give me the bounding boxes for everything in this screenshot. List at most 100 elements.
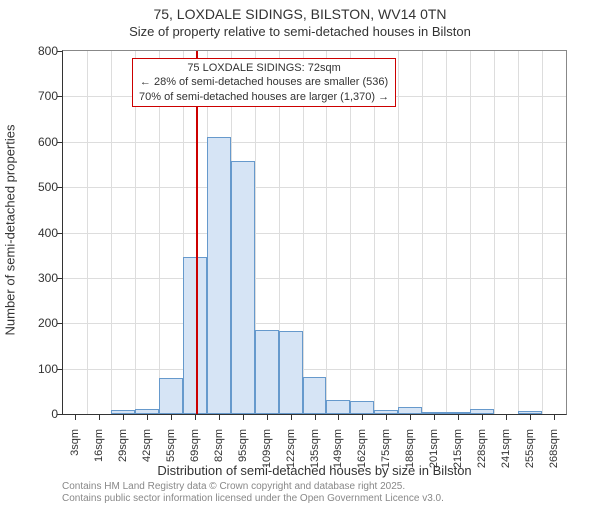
footer-line-2: Contains public sector information licen… bbox=[62, 493, 444, 505]
ytick-mark bbox=[57, 323, 62, 324]
title-line-1: 75, LOXDALE SIDINGS, BILSTON, WV14 0TN bbox=[0, 6, 600, 24]
histogram-bar bbox=[207, 137, 231, 414]
xtick-label: 201sqm bbox=[428, 429, 440, 469]
xtick-mark bbox=[458, 415, 459, 420]
y-axis-title: Number of semi-detached properties bbox=[3, 125, 18, 336]
xtick-mark bbox=[75, 415, 76, 420]
xtick-mark bbox=[267, 415, 268, 420]
xtick-mark bbox=[506, 415, 507, 420]
gridline-h bbox=[63, 323, 566, 324]
xtick-mark bbox=[338, 415, 339, 420]
gridline-h bbox=[63, 369, 566, 370]
xtick-label: 42sqm bbox=[141, 429, 153, 469]
histogram-bar bbox=[135, 409, 159, 414]
xtick-mark bbox=[410, 415, 411, 420]
histogram-bar bbox=[279, 331, 303, 414]
gridline-h bbox=[63, 233, 566, 234]
ytick-label: 800 bbox=[18, 44, 58, 58]
histogram-bar bbox=[518, 411, 542, 414]
xtick-mark bbox=[99, 415, 100, 420]
histogram-bar bbox=[303, 377, 327, 414]
xtick-mark bbox=[315, 415, 316, 420]
xtick-mark bbox=[386, 415, 387, 420]
xtick-label: 149sqm bbox=[332, 429, 344, 469]
gridline-v bbox=[111, 51, 112, 414]
footer-line-1: Contains HM Land Registry data © Crown c… bbox=[62, 481, 444, 493]
histogram-bar bbox=[422, 412, 446, 414]
gridline-v bbox=[446, 51, 447, 414]
ytick-label: 700 bbox=[18, 89, 58, 103]
xtick-label: 55sqm bbox=[165, 429, 177, 469]
gridline-h bbox=[63, 278, 566, 279]
ytick-mark bbox=[57, 278, 62, 279]
gridline-h bbox=[63, 142, 566, 143]
xtick-label: 215sqm bbox=[452, 429, 464, 469]
ytick-mark bbox=[57, 142, 62, 143]
xtick-label: 255sqm bbox=[524, 429, 536, 469]
xtick-label: 109sqm bbox=[261, 429, 273, 469]
xtick-label: 29sqm bbox=[117, 429, 129, 469]
gridline-v bbox=[398, 51, 399, 414]
xtick-mark bbox=[171, 415, 172, 420]
ytick-label: 200 bbox=[18, 316, 58, 330]
xtick-mark bbox=[291, 415, 292, 420]
gridline-v bbox=[494, 51, 495, 414]
xtick-mark bbox=[362, 415, 363, 420]
gridline-v bbox=[87, 51, 88, 414]
histogram-bar bbox=[159, 378, 183, 414]
xtick-mark bbox=[434, 415, 435, 420]
histogram-bar bbox=[398, 407, 422, 414]
ytick-label: 400 bbox=[18, 226, 58, 240]
xtick-mark bbox=[123, 415, 124, 420]
ytick-label: 500 bbox=[18, 180, 58, 194]
histogram-bar bbox=[326, 400, 350, 414]
histogram-bar bbox=[255, 330, 279, 414]
xtick-mark bbox=[147, 415, 148, 420]
xtick-label: 162sqm bbox=[356, 429, 368, 469]
chart-container: 75, LOXDALE SIDINGS, BILSTON, WV14 0TN S… bbox=[0, 0, 600, 500]
ytick-label: 600 bbox=[18, 135, 58, 149]
xtick-mark bbox=[219, 415, 220, 420]
callout-box: 75 LOXDALE SIDINGS: 72sqm ← 28% of semi-… bbox=[132, 58, 396, 107]
footer-credits: Contains HM Land Registry data © Crown c… bbox=[62, 481, 444, 505]
histogram-bar bbox=[350, 401, 374, 414]
gridline-v bbox=[518, 51, 519, 414]
ytick-mark bbox=[57, 51, 62, 52]
histogram-bar bbox=[446, 412, 470, 414]
title-block: 75, LOXDALE SIDINGS, BILSTON, WV14 0TN S… bbox=[0, 0, 600, 40]
xtick-label: 82sqm bbox=[213, 429, 225, 469]
histogram-bar bbox=[231, 161, 255, 414]
xtick-label: 95sqm bbox=[237, 429, 249, 469]
title-line-2: Size of property relative to semi-detach… bbox=[0, 24, 600, 40]
xtick-label: 135sqm bbox=[309, 429, 321, 469]
callout-line-2: ← 28% of semi-detached houses are smalle… bbox=[139, 75, 389, 89]
xtick-label: 3sqm bbox=[69, 429, 81, 469]
xtick-label: 188sqm bbox=[404, 429, 416, 469]
callout-line-1: 75 LOXDALE SIDINGS: 72sqm bbox=[139, 61, 389, 75]
ytick-mark bbox=[57, 187, 62, 188]
xtick-mark bbox=[195, 415, 196, 420]
gridline-v bbox=[542, 51, 543, 414]
ytick-mark bbox=[57, 96, 62, 97]
histogram-bar bbox=[374, 410, 398, 414]
xtick-label: 122sqm bbox=[285, 429, 297, 469]
xtick-mark bbox=[554, 415, 555, 420]
ytick-mark bbox=[57, 369, 62, 370]
xtick-mark bbox=[482, 415, 483, 420]
gridline-v bbox=[422, 51, 423, 414]
xtick-label: 241sqm bbox=[500, 429, 512, 469]
ytick-label: 0 bbox=[18, 407, 58, 421]
xtick-label: 228sqm bbox=[476, 429, 488, 469]
xtick-label: 175sqm bbox=[380, 429, 392, 469]
xtick-label: 268sqm bbox=[548, 429, 560, 469]
ytick-mark bbox=[57, 233, 62, 234]
histogram-bar bbox=[470, 409, 494, 414]
ytick-mark bbox=[57, 414, 62, 415]
xtick-label: 69sqm bbox=[189, 429, 201, 469]
gridline-h bbox=[63, 187, 566, 188]
xtick-mark bbox=[530, 415, 531, 420]
ytick-label: 300 bbox=[18, 271, 58, 285]
gridline-v bbox=[470, 51, 471, 414]
histogram-bar bbox=[111, 410, 135, 414]
xtick-label: 16sqm bbox=[93, 429, 105, 469]
